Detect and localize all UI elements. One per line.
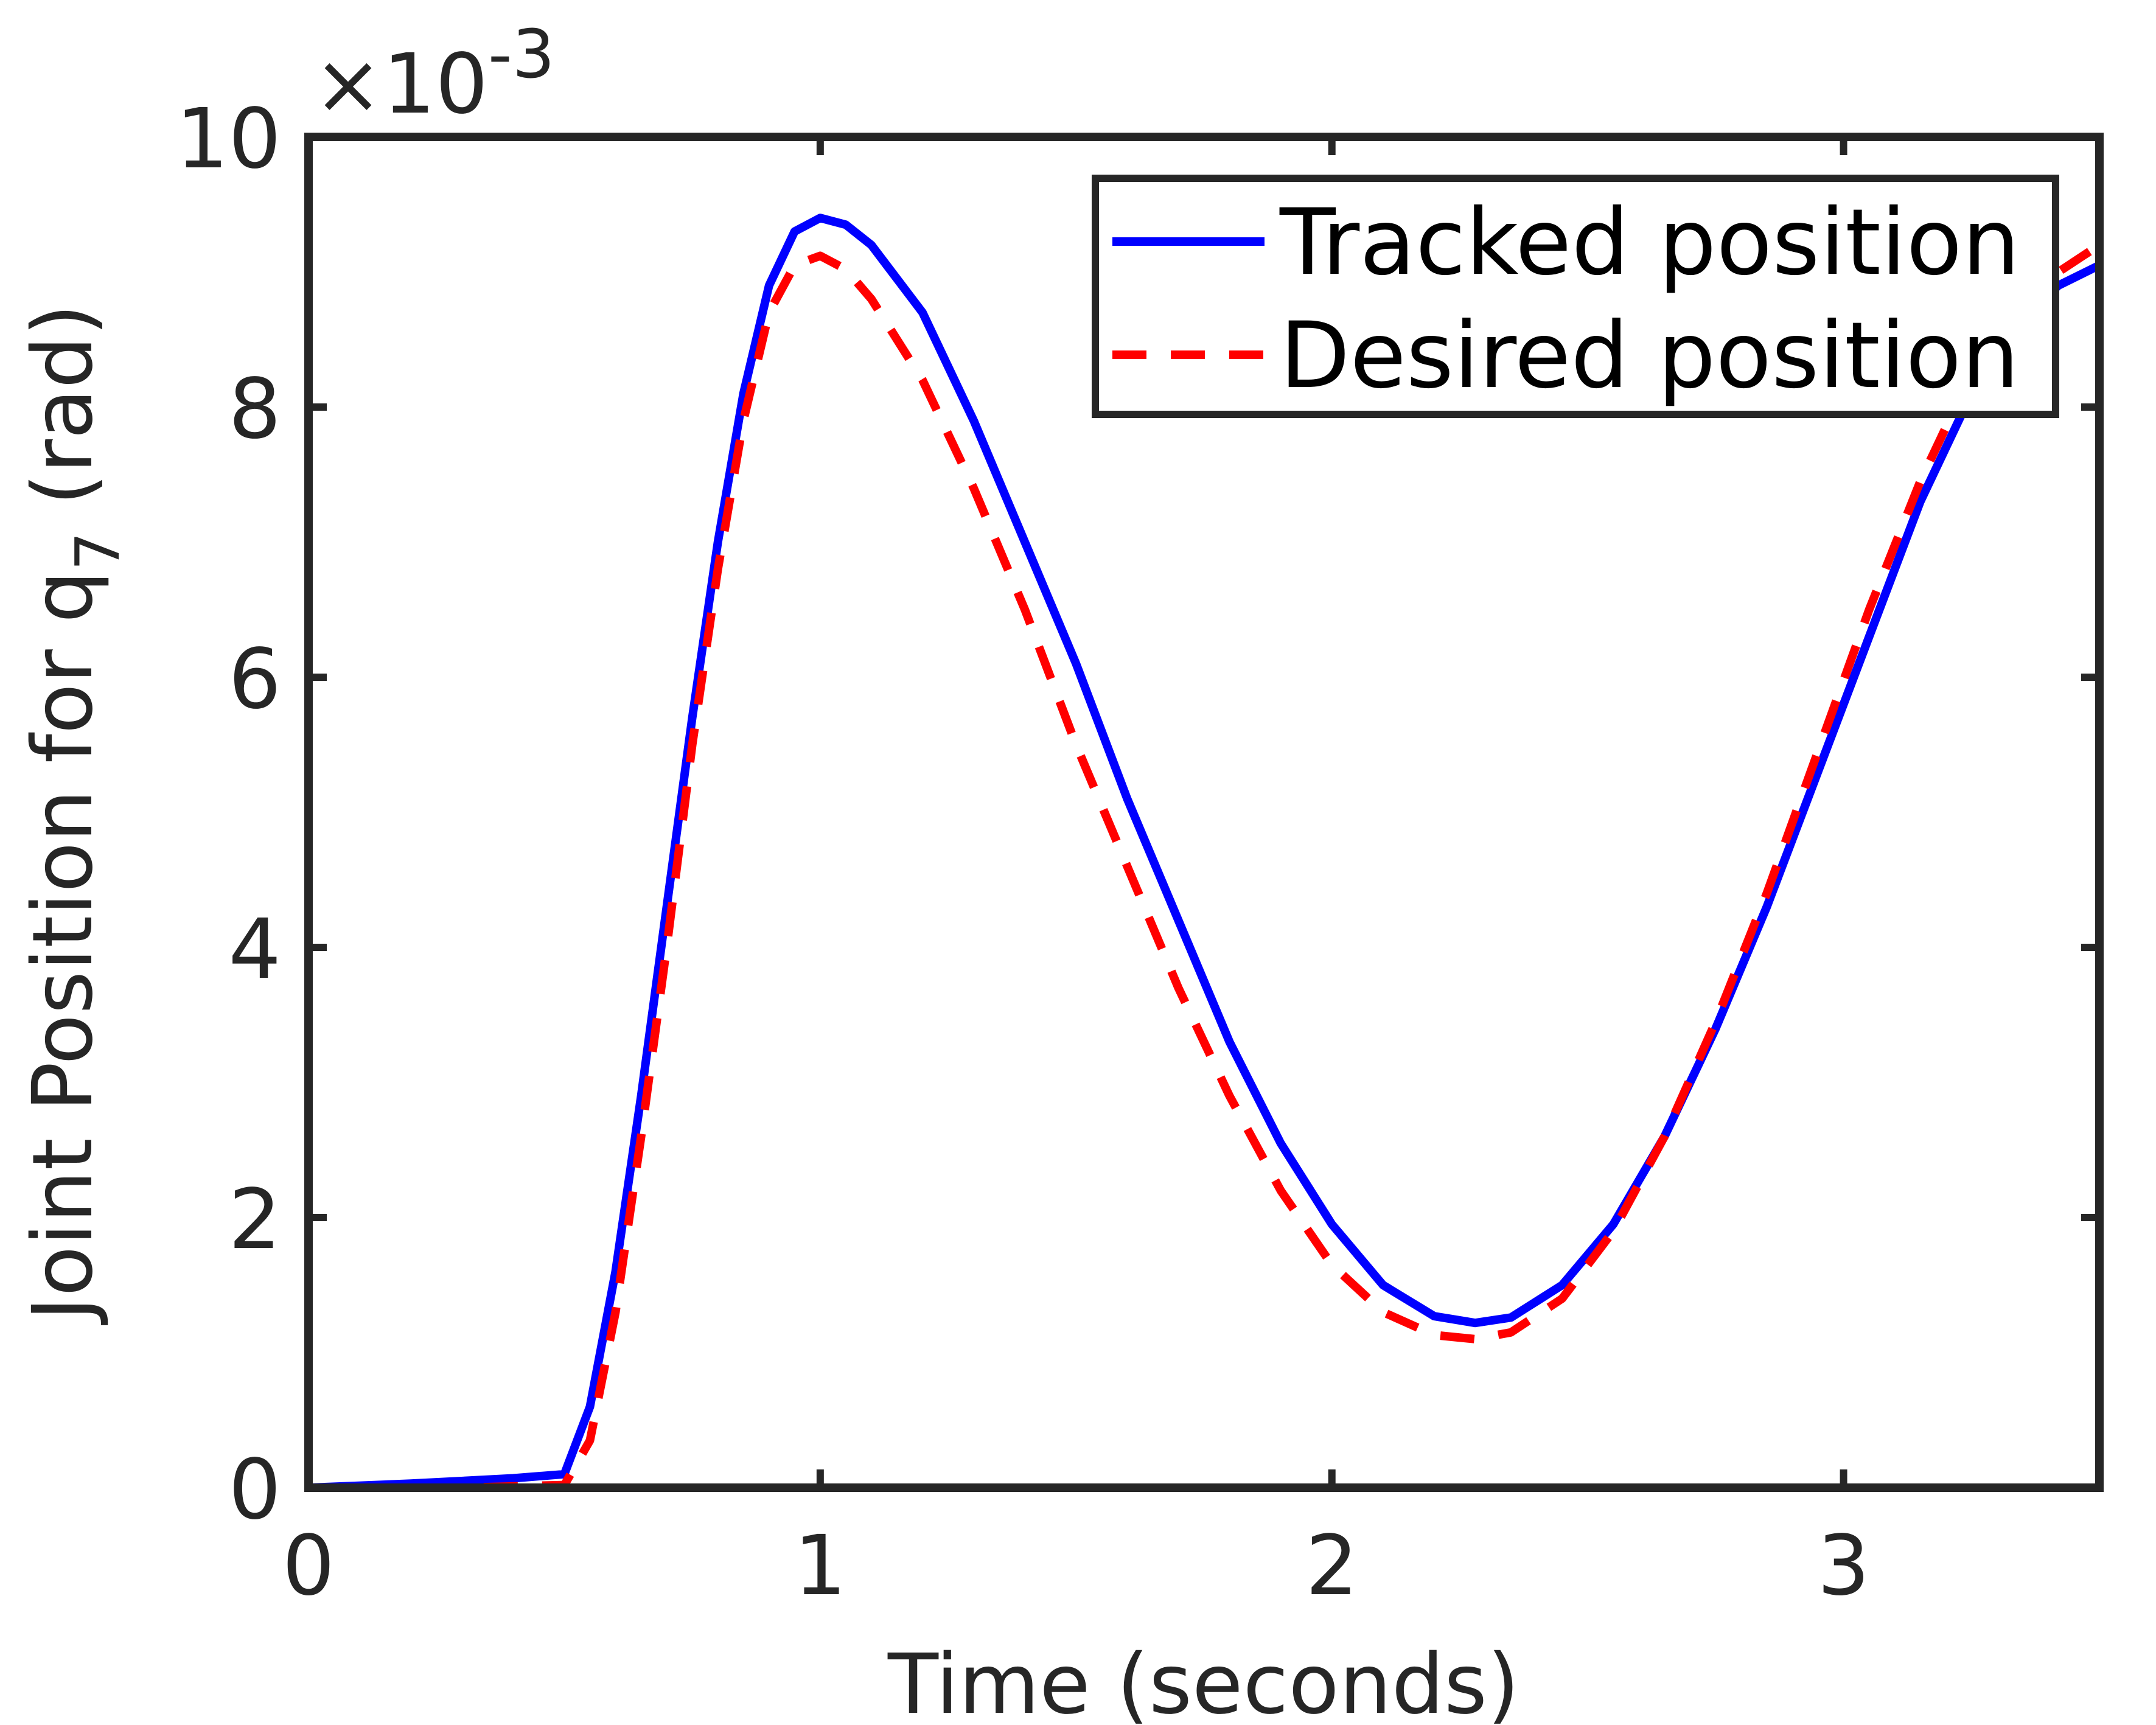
y-tick-label: 10 [176, 91, 281, 187]
y-tick-label: 2 [228, 1172, 281, 1268]
tick-labels-layer: 0 1 2 3 0 2 4 6 8 10 [176, 91, 1870, 1614]
plot-area [308, 214, 2102, 1492]
y-tick-label: 0 [228, 1442, 281, 1538]
x-tick-label: 2 [1305, 1518, 1358, 1614]
x-tick-label: 3 [1817, 1518, 1870, 1614]
legend-label-desired: Desired position [1280, 303, 2019, 409]
legend-box [1092, 175, 2059, 418]
legend-label-tracked: Tracked position [1279, 190, 2020, 296]
y-tick-label: 4 [228, 902, 281, 998]
y-axis-label: Joint Position for q7 (rad) [15, 304, 133, 1326]
y-tick-label: 8 [228, 361, 281, 458]
series-layer [308, 214, 2102, 1492]
x-tick-label: 1 [794, 1518, 847, 1614]
legend: Tracked position Desired position [1092, 175, 2059, 418]
series-line-tracked [308, 214, 2102, 1492]
y-exponent-label: ×10-3 [313, 15, 555, 133]
series-line-desired [309, 241, 2102, 1492]
axes-frame [304, 133, 2104, 1492]
ticks-layer [305, 133, 2099, 1491]
x-axis-label: Time (seconds) [887, 1637, 1519, 1725]
x-tick-label: 0 [282, 1518, 335, 1614]
y-tick-label: 6 [228, 632, 281, 728]
